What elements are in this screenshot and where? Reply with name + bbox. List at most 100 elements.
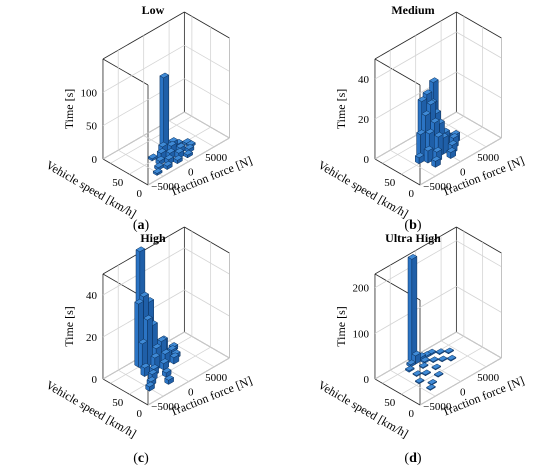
- bar: [152, 168, 163, 176]
- grid-line: [184, 111, 230, 139]
- x-tick-label: 0: [460, 387, 466, 399]
- bar-top: [422, 89, 433, 95]
- bar-top: [156, 148, 167, 154]
- bar-top: [174, 147, 185, 154]
- bar: [414, 152, 425, 165]
- axis-line: [102, 158, 149, 186]
- grid-line: [419, 137, 502, 186]
- bar-top: [168, 137, 179, 143]
- bar: [412, 370, 423, 378]
- y-tick-label: 50: [384, 397, 396, 409]
- y-axis-label: Vehicle speed [km/h]: [44, 158, 139, 221]
- bar-face: [411, 255, 418, 363]
- axis-line: [374, 158, 421, 186]
- grid-line: [102, 78, 185, 127]
- panel-label: (b): [404, 218, 421, 233]
- bar: [446, 354, 457, 362]
- x-tick-label: −5000: [151, 181, 180, 193]
- grid-line: [456, 240, 502, 268]
- bar: [404, 365, 415, 373]
- bar-top: [169, 352, 180, 359]
- z-tick-label: 40: [86, 290, 98, 302]
- bar: [427, 379, 438, 386]
- bar-top: [161, 367, 172, 374]
- bar-top: [407, 254, 418, 260]
- bar-top: [418, 362, 429, 368]
- bar-top: [420, 356, 431, 363]
- bar: [159, 72, 170, 151]
- bar: [444, 347, 455, 355]
- bar: [169, 352, 180, 365]
- bar: [431, 363, 442, 371]
- bar-top: [404, 365, 415, 372]
- z-tick-label: 0: [363, 154, 369, 166]
- y-axis-label: Vehicle speed [km/h]: [316, 158, 411, 221]
- bar-top: [185, 140, 196, 146]
- bar-top: [166, 140, 177, 147]
- bar-top: [139, 291, 150, 298]
- x-tick-label: 0: [188, 387, 194, 399]
- axis-line: [102, 378, 149, 406]
- chart-title: Low: [142, 3, 165, 17]
- z-tick-label: 0: [91, 154, 97, 166]
- bar-top: [425, 384, 436, 390]
- bar: [414, 377, 425, 385]
- axis-line: [456, 226, 502, 254]
- x-tick-label: 0: [188, 167, 194, 179]
- bar: [145, 381, 155, 392]
- bar-top: [430, 117, 440, 124]
- z-tick-label: 0: [363, 374, 369, 386]
- bar: [435, 348, 446, 356]
- panel-label: (a): [133, 218, 150, 233]
- grid-line: [184, 44, 230, 72]
- bar-top: [150, 352, 161, 359]
- grid-line: [374, 71, 457, 120]
- bar-face: [134, 301, 139, 368]
- bar: [423, 145, 434, 164]
- bar-top: [145, 381, 155, 388]
- grid-line: [456, 111, 502, 139]
- grid-line: [419, 357, 502, 406]
- bar: [425, 384, 436, 391]
- bar-top: [426, 99, 437, 106]
- bar-top: [429, 77, 439, 83]
- z-tick-label: 20: [86, 332, 98, 344]
- bar-top: [446, 354, 457, 361]
- y-tick-label: 50: [112, 177, 124, 189]
- bar-top: [138, 338, 148, 345]
- chart-title: Medium: [391, 3, 434, 17]
- z-tick-label: 50: [86, 121, 98, 133]
- y-tick-label: 0: [137, 408, 143, 420]
- grid-line: [374, 111, 457, 160]
- bar-top: [157, 336, 167, 342]
- bar-top: [432, 146, 443, 153]
- bar: [407, 254, 418, 363]
- bar-top: [159, 358, 170, 364]
- bar-top: [429, 356, 439, 363]
- bar-top: [417, 96, 428, 102]
- grid-line: [401, 346, 483, 395]
- bar-top: [433, 131, 444, 138]
- x-tick-label: 5000: [477, 372, 500, 384]
- bar-top: [159, 72, 170, 79]
- bar-top: [135, 246, 146, 253]
- x-tick-label: −5000: [423, 181, 452, 193]
- bar-top: [431, 156, 442, 162]
- bar-top: [155, 155, 166, 162]
- bar-face: [138, 341, 143, 370]
- bar-top: [158, 141, 168, 148]
- x-tick-label: −5000: [423, 401, 452, 413]
- bar-top: [153, 162, 164, 168]
- bar-top: [435, 348, 446, 354]
- bar-top: [406, 359, 416, 366]
- bar: [437, 355, 448, 363]
- y-axis-label: Vehicle speed [km/h]: [44, 378, 139, 441]
- x-tick-label: 0: [460, 167, 466, 179]
- z-axis-label: Time [s]: [334, 89, 348, 130]
- bar-top: [184, 144, 195, 150]
- z-axis-label: Time [s]: [62, 306, 76, 347]
- bar-top: [416, 129, 427, 136]
